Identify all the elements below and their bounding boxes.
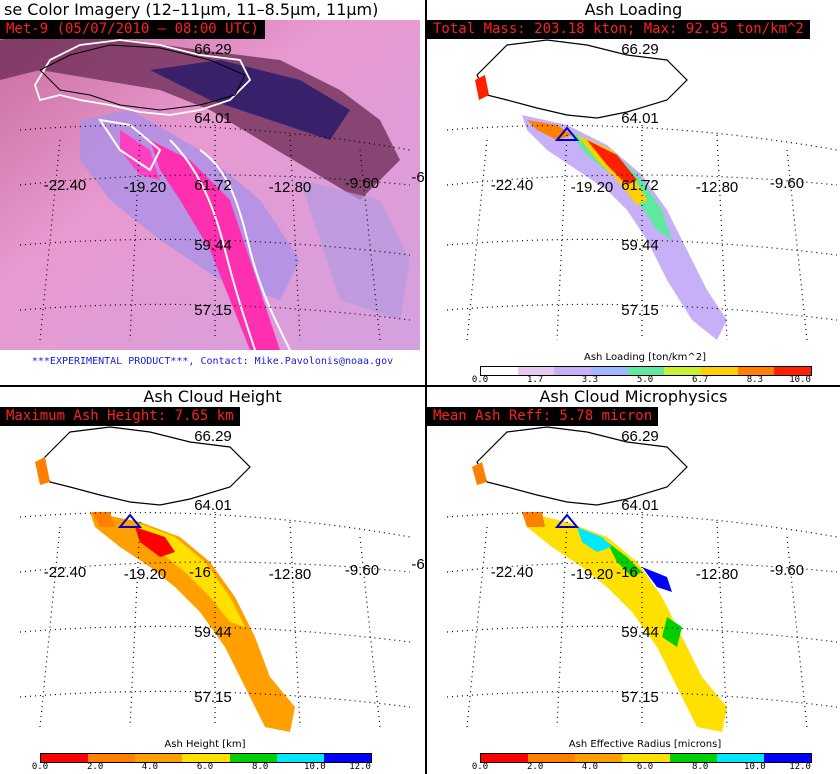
lat-label: 59.44 xyxy=(621,624,659,641)
ash-loading-colorbar xyxy=(480,366,812,376)
panel-false-color: se Color Imagery (12–11μm, 11–8.5μm, 11μ… xyxy=(0,0,425,385)
panel-title: Ash Cloud Height xyxy=(143,387,282,406)
lon-label: -16 xyxy=(189,564,211,581)
mean-reff-badge: Mean Ash Reff: 5.78 micron xyxy=(427,407,659,426)
lat-label: 64.01 xyxy=(621,110,659,127)
lat-label: 61.72 xyxy=(621,177,659,194)
lat-label: 59.44 xyxy=(194,624,232,641)
lat-label: 64.01 xyxy=(194,110,232,127)
lon-label: -12.80 xyxy=(696,179,739,196)
lon-label: -19.20 xyxy=(124,566,167,583)
lat-label: 57.15 xyxy=(621,689,659,706)
lat-label: 59.44 xyxy=(194,237,232,254)
lon-label: -22.40 xyxy=(44,177,87,194)
lon-label: -6 xyxy=(411,169,424,186)
lon-label: -19.20 xyxy=(124,179,167,196)
panel-title: Ash Loading xyxy=(584,0,683,19)
lon-label: -16 xyxy=(616,564,638,581)
colorbar-ticks: 0.0 1.7 3.3 5.0 6.7 8.3 10.0 xyxy=(471,375,811,385)
max-height-badge: Maximum Ash Height: 7.65 km xyxy=(0,407,240,426)
lat-label: 66.29 xyxy=(194,428,232,445)
total-mass-badge: Total Mass: 203.18 kton; Max: 92.95 ton/… xyxy=(427,20,810,39)
lon-label: -22.40 xyxy=(44,564,87,581)
colorbar-title: Ash Height [km] xyxy=(164,739,246,750)
colorbar-title: Ash Effective Radius [microns] xyxy=(568,739,722,750)
lon-label: -12.80 xyxy=(269,179,312,196)
lat-label: 66.29 xyxy=(194,41,232,58)
lon-label: -12.80 xyxy=(696,566,739,583)
ash-height-map: 66.29 64.01 -16 59.44 57.15 -22.40 -19.2… xyxy=(19,426,425,732)
ash-height-colorbar xyxy=(40,753,372,763)
lat-label: 66.29 xyxy=(621,41,659,58)
panel-title: se Color Imagery (12–11μm, 11–8.5μm, 11μ… xyxy=(4,0,379,19)
lon-label: -9.60 xyxy=(770,175,804,192)
panel-ash-loading: Ash Loading 66.29 64.01 61.72 59.44 57.1… xyxy=(427,0,840,385)
experimental-note: ***EXPERIMENTAL PRODUCT***, Contact: Mik… xyxy=(31,356,394,367)
satellite-time-badge: Met-9 (05/07/2010 – 08:00 UTC) xyxy=(0,20,265,39)
lat-label: 59.44 xyxy=(621,237,659,254)
lon-label: -22.40 xyxy=(491,564,534,581)
ash-reff-colorbar xyxy=(480,753,812,763)
lon-label: -19.20 xyxy=(571,566,614,583)
lat-label: 57.15 xyxy=(194,689,232,706)
lat-label: 57.15 xyxy=(621,302,659,319)
colorbar-title: Ash Loading [ton/km^2] xyxy=(583,352,707,363)
lat-label: 64.01 xyxy=(194,497,232,514)
ash-reff-map: 66.29 64.01 -16 59.44 57.15 -22.40 -19.2… xyxy=(446,426,838,732)
lon-label: -9.60 xyxy=(345,175,379,192)
lat-label: 66.29 xyxy=(621,428,659,445)
false-color-map: 66.29 64.01 61.72 59.44 57.15 -22.40 -19… xyxy=(0,20,425,351)
panel-ash-microphysics: Ash Cloud Microphysics 66.29 64.01 -16 5… xyxy=(427,387,840,774)
colorbar-ticks: 0.0 2.0 4.0 6.0 8.0 10.0 12.0 xyxy=(31,762,371,772)
lat-label: 61.72 xyxy=(194,177,232,194)
panel-divider-vertical xyxy=(425,0,427,774)
panel-ash-height: Ash Cloud Height 66.29 64.01 -16 59.44 5… xyxy=(0,387,425,774)
panel-title: Ash Cloud Microphysics xyxy=(539,387,728,406)
lon-label: -9.60 xyxy=(345,562,379,579)
lon-label: -6 xyxy=(411,556,424,573)
lat-label: 64.01 xyxy=(621,497,659,514)
lon-label: -19.20 xyxy=(571,179,614,196)
ash-loading-map: 66.29 64.01 61.72 59.44 57.15 -22.40 -19… xyxy=(446,39,838,341)
lon-label: -12.80 xyxy=(269,566,312,583)
lon-label: -22.40 xyxy=(491,177,534,194)
lon-label: -9.60 xyxy=(770,562,804,579)
lat-label: 57.15 xyxy=(194,302,232,319)
colorbar-ticks: 0.0 2.0 4.0 6.0 8.0 10.0 12.0 xyxy=(471,762,811,772)
panel-divider-horizontal xyxy=(0,385,840,387)
